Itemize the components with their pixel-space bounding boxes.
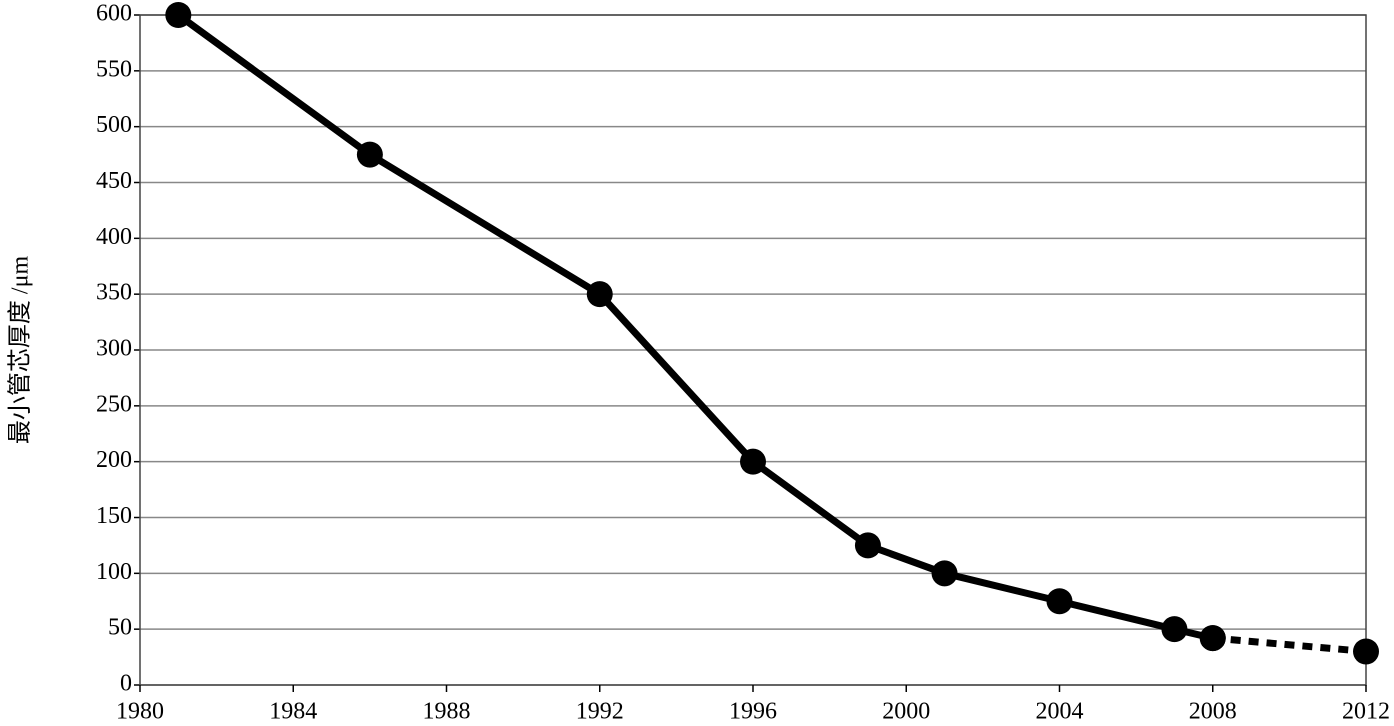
point <box>356 141 383 168</box>
y-tick-label: 200 <box>96 447 132 473</box>
y-tick-label: 250 <box>96 391 132 417</box>
y-tick-label: 0 <box>120 671 132 697</box>
point <box>854 532 881 559</box>
point <box>740 448 766 475</box>
x-tick-label: 1996 <box>729 699 777 725</box>
x-tick-label: 2012 <box>1342 699 1390 725</box>
x-tick-label: 1984 <box>269 699 317 725</box>
y-tick-label: 600 <box>96 1 132 27</box>
y-tick-label: 350 <box>96 280 132 306</box>
y-tick-label: 50 <box>108 615 132 641</box>
x-tick-label: 2004 <box>1036 699 1084 725</box>
x-tick-label: 1980 <box>116 699 164 725</box>
point <box>1161 616 1188 643</box>
x-tick-label: 1992 <box>576 699 624 725</box>
series-line <box>176 12 1214 642</box>
y-tick-label: 100 <box>96 559 132 585</box>
point <box>931 560 958 587</box>
point <box>165 2 192 28</box>
point <box>1353 638 1379 665</box>
y-tick-label: 150 <box>96 503 132 529</box>
y-tick-label: 550 <box>96 56 132 82</box>
y-tick-label: 300 <box>96 336 132 362</box>
y-axis-label: 最小管芯厚度 /μm <box>7 256 34 445</box>
y-tick-label: 500 <box>96 112 132 138</box>
y-tick-label: 450 <box>96 168 132 194</box>
y-tick-label: 400 <box>96 224 132 250</box>
point <box>586 281 613 308</box>
x-tick-label: 1988 <box>423 699 471 725</box>
x-tick-label: 2008 <box>1189 699 1237 725</box>
x-tick-label: 2000 <box>882 699 930 725</box>
point <box>1046 588 1073 615</box>
point <box>1199 625 1226 652</box>
series-line <box>1212 634 1367 655</box>
